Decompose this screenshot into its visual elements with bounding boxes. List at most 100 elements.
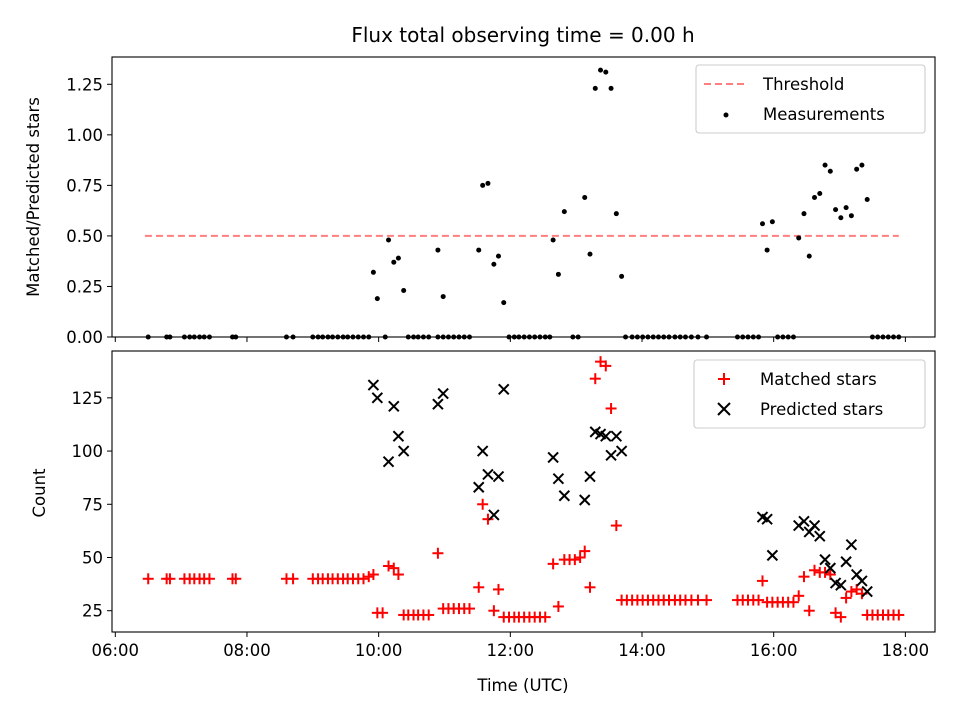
predicted-star-point: [798, 515, 810, 528]
measurement-point: [827, 168, 833, 174]
measurement-point: [550, 237, 556, 243]
predicted-star-point: [367, 379, 380, 391]
measurement-point: [859, 162, 865, 168]
matched-star-point: [432, 547, 444, 559]
x-tick-label: 18:00: [882, 641, 930, 660]
predicted-star-point: [432, 398, 444, 410]
measurement-point: [435, 247, 441, 253]
predicted-star-point: [498, 383, 510, 396]
measurement-point: [613, 211, 619, 217]
measurement-point: [854, 166, 860, 172]
matched-star-point: [589, 373, 601, 385]
measurement-point: [582, 195, 588, 201]
predicted-star-point: [824, 562, 837, 574]
matched-star-point: [477, 498, 489, 510]
chart-title: Flux total observing time = 0.00 h: [351, 23, 694, 47]
measurement-point: [801, 211, 807, 217]
matched-star-point: [473, 581, 485, 593]
bottom-x-axis: 06:00 08:00 10:00 12:00 14:00 16:00 18:00: [92, 632, 930, 660]
predicted-star-point: [835, 579, 847, 591]
matched-star-point: [287, 573, 299, 585]
matched-star-point: [482, 513, 494, 525]
top-x-axis: [114, 337, 906, 342]
legend-measurements-label: Measurements: [763, 105, 885, 124]
top-plot-area: [144, 67, 902, 340]
x-tick-label: 16:00: [750, 641, 798, 660]
measurement-point: [495, 253, 501, 259]
predicted-star-point: [437, 387, 449, 400]
matched-star-point: [574, 551, 586, 563]
predicted-star-point: [397, 445, 410, 457]
matched-star-point: [164, 573, 176, 585]
matched-star-point: [552, 600, 564, 612]
legend-measurements-swatch: [723, 112, 729, 118]
measurement-point: [592, 85, 598, 91]
measurement-point: [822, 162, 828, 168]
measurement-point: [485, 180, 491, 186]
matched-star-point: [793, 590, 805, 602]
matched-star-point: [464, 603, 476, 615]
matched-star-point: [787, 596, 799, 608]
top-axes-frame: [111, 56, 936, 338]
matched-star-point: [803, 605, 815, 617]
x-tick-label: 12:00: [487, 641, 535, 660]
measurement-point: [476, 247, 482, 253]
matched-star-point: [893, 609, 905, 621]
legend-matched-label: Matched stars: [760, 370, 877, 389]
predicted-star-point: [392, 430, 405, 442]
measurement-point: [796, 235, 802, 241]
predicted-star-point: [473, 481, 485, 493]
predicted-star-point: [819, 553, 831, 566]
measurement-point: [848, 213, 854, 219]
matched-star-point: [423, 609, 435, 621]
measurement-point: [480, 182, 486, 188]
matched-star-point: [824, 569, 836, 581]
predicted-star-point: [371, 392, 384, 404]
measurement-point: [391, 259, 397, 265]
bottom-plot-area: [142, 356, 905, 623]
predicted-star-point: [579, 494, 591, 506]
top-y-axis: 0.00 0.25 0.50 0.75 1.00 1.25: [66, 75, 112, 347]
measurement-point: [374, 296, 380, 302]
matched-star-point: [605, 402, 617, 414]
y-tick-label: 75: [82, 495, 103, 514]
y-tick-label: 0.25: [66, 277, 103, 296]
legend-predicted-label: Predicted stars: [760, 400, 883, 419]
measurement-point: [401, 288, 407, 294]
matched-star-point: [388, 562, 400, 574]
y-tick-label: 1.25: [66, 75, 103, 94]
measurement-point: [769, 219, 775, 225]
predicted-star-point: [840, 556, 852, 568]
measurement-point: [555, 271, 561, 277]
top-legend: Threshold Measurements: [695, 64, 926, 134]
measurement-point: [491, 261, 497, 267]
matched-star-point: [809, 564, 821, 576]
matched-star-point: [756, 575, 768, 587]
measurement-point: [587, 251, 593, 257]
predicted-star-point: [605, 449, 617, 462]
matched-star-point: [203, 573, 215, 585]
predicted-star-point: [558, 490, 571, 502]
measurement-point: [395, 255, 401, 261]
measurement-point: [759, 221, 765, 227]
measurement-point: [501, 300, 507, 306]
measurement-point: [838, 215, 844, 221]
matched-star-point: [539, 611, 551, 623]
y-tick-label: 1.00: [66, 126, 103, 145]
predicted-star-point: [808, 519, 821, 532]
measurement-point: [386, 237, 392, 243]
measurement-point: [806, 253, 812, 259]
predicted-star-point: [615, 445, 628, 457]
measurement-point: [619, 273, 625, 279]
matched-star-point: [377, 607, 389, 619]
predicted-star-point: [600, 430, 612, 442]
matched-star-point: [392, 569, 404, 581]
predicted-star-point: [845, 539, 858, 551]
predicted-star-point: [382, 455, 395, 468]
predicted-star-point: [814, 530, 826, 542]
x-tick-label: 06:00: [92, 641, 140, 660]
bottom-legend-box: [693, 359, 926, 429]
matched-star-point: [569, 554, 581, 566]
y-tick-label: 100: [72, 442, 104, 461]
predicted-star-point: [584, 470, 596, 483]
